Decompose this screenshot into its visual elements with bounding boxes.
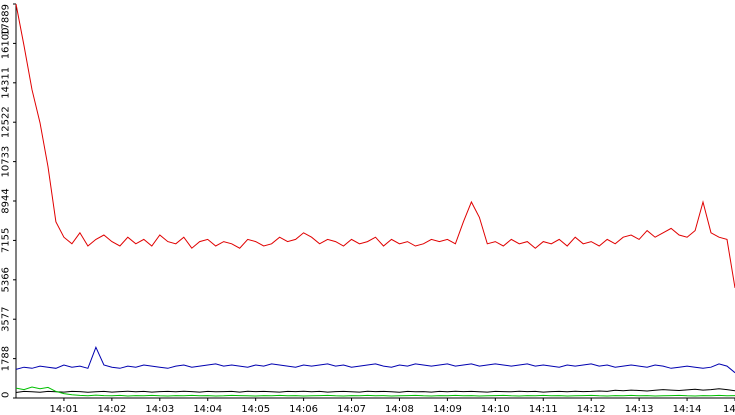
- x-tick-label: 14:12: [577, 404, 606, 415]
- y-tick-label: 5366: [0, 267, 11, 292]
- x-tick-label: 14:09: [433, 404, 462, 415]
- x-tick-label: 14:01: [50, 404, 79, 415]
- y-tick-label: 17889: [0, 4, 11, 36]
- x-tick-label: 14:05: [241, 404, 270, 415]
- x-tick-label: 14:03: [145, 404, 174, 415]
- y-tick-label: 1788: [0, 346, 11, 371]
- x-tick-label: 14:06: [289, 404, 318, 415]
- y-tick-label: 0: [0, 392, 11, 398]
- y-tick-label: 12522: [0, 106, 11, 138]
- x-tick-label: 14:13: [625, 404, 654, 415]
- x-tick-label: 14:10: [481, 404, 510, 415]
- series-line: [15, 3, 735, 288]
- series-line: [15, 388, 735, 393]
- y-tick-label: 8944: [0, 188, 11, 213]
- x-tick-label: 14:11: [529, 404, 558, 415]
- x-tick-label: 14:04: [193, 404, 222, 415]
- series-line: [15, 386, 735, 397]
- y-tick-label: 14311: [0, 67, 11, 99]
- x-tick-label: 14:07: [337, 404, 366, 415]
- y-tick-label: 16100: [0, 27, 11, 59]
- y-tick-label: 7155: [0, 228, 11, 253]
- series-line: [15, 345, 735, 374]
- x-tick-label: 14:14: [673, 404, 702, 415]
- y-tick-label: 10733: [0, 146, 11, 178]
- x-tick-label: 14:08: [385, 404, 414, 415]
- x-tick-label: 14: [723, 404, 735, 415]
- x-tick-label: 14:02: [97, 404, 126, 415]
- y-tick-label: 3577: [0, 306, 11, 331]
